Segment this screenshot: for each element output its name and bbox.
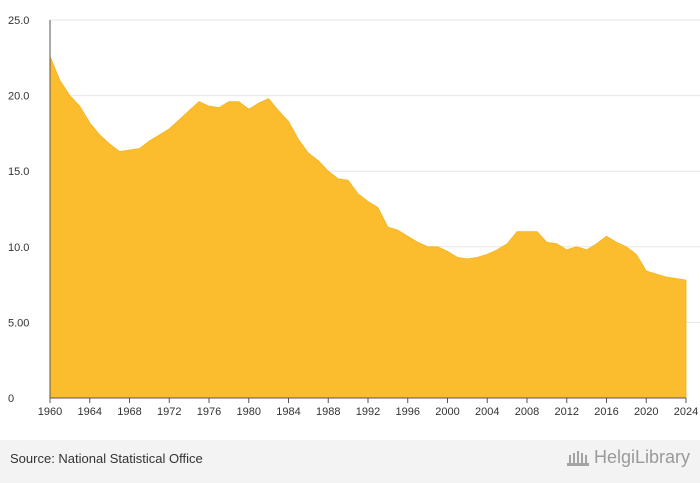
x-tick-label: 2004 bbox=[475, 406, 499, 418]
series-area-path bbox=[49, 56, 687, 399]
x-tick-label: 1984 bbox=[276, 406, 300, 418]
x-tick-label: 2020 bbox=[634, 406, 658, 418]
y-tick-label: 0 bbox=[8, 393, 14, 405]
series-area bbox=[49, 56, 687, 399]
brand-name: HelgiLibrary bbox=[593, 447, 690, 467]
y-tick-label: 15.0 bbox=[8, 166, 29, 178]
x-tick-label: 1992 bbox=[356, 406, 380, 418]
x-tick-label: 1964 bbox=[78, 406, 102, 418]
x-tick-label: 1980 bbox=[237, 406, 261, 418]
x-tick-label: 2000 bbox=[435, 406, 459, 418]
axes bbox=[49, 20, 687, 403]
x-tick-label: 2012 bbox=[555, 406, 579, 418]
y-tick-label: 20.0 bbox=[8, 91, 29, 103]
x-tick-label: 1996 bbox=[396, 406, 420, 418]
library-building-icon bbox=[566, 450, 589, 466]
x-tick-label: 2024 bbox=[674, 406, 698, 418]
x-axis-labels: 1960 1964 1968 1972 1976 1980 1984 1988 1992 1996… bbox=[38, 406, 698, 418]
brand-logo[interactable]: HelgiLibrary bbox=[566, 447, 690, 468]
y-axis-labels: 0 5.00 10.0 15.0 20.0 25.0 bbox=[8, 15, 29, 405]
x-tick-label: 1968 bbox=[117, 406, 141, 418]
footer-bar bbox=[0, 440, 700, 483]
x-tick-label: 2008 bbox=[515, 406, 539, 418]
x-tick-label: 2016 bbox=[594, 406, 618, 418]
y-tick-label: 5.00 bbox=[8, 317, 29, 329]
y-tick-label: 10.0 bbox=[8, 242, 29, 254]
source-note: Source: National Statistical Office bbox=[10, 451, 203, 466]
y-tick-label: 25.0 bbox=[8, 15, 29, 27]
x-tick-label: 1976 bbox=[197, 406, 221, 418]
x-tick-label: 1972 bbox=[157, 406, 181, 418]
x-tick-label: 1988 bbox=[316, 406, 340, 418]
x-tick-label: 1960 bbox=[38, 406, 62, 418]
